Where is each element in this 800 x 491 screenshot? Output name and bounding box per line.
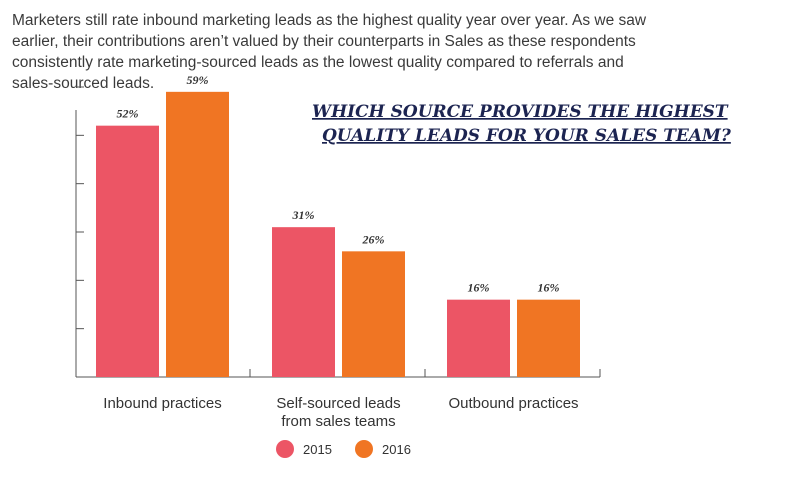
data-label: 16% bbox=[538, 281, 560, 295]
category-label: from sales teams bbox=[281, 413, 395, 430]
chart-title-line-1: WHICH SOURCE PROVIDES THE HIGHEST bbox=[312, 102, 729, 122]
bar-2015-2 bbox=[272, 227, 335, 377]
data-label: 31% bbox=[292, 208, 315, 222]
category-label: Inbound practices bbox=[103, 395, 221, 412]
category-label: Self-sourced leads bbox=[276, 395, 400, 412]
data-label: 26% bbox=[362, 232, 385, 246]
legend-label-2016: 2016 bbox=[382, 442, 411, 457]
legend-swatch-2015 bbox=[276, 440, 294, 458]
intro-paragraph: Marketers still rate inbound marketing l… bbox=[12, 12, 647, 92]
chart-title: WHICH SOURCE PROVIDES THE HIGHEST QUALITY… bbox=[312, 102, 732, 146]
data-label: 59% bbox=[187, 73, 209, 87]
chart-bars bbox=[96, 91, 580, 378]
chart-labels: 52% 59% Inbound practices 31% 26% Self-source… bbox=[103, 73, 578, 430]
chart-axes bbox=[75, 86, 601, 378]
data-label: 52% bbox=[117, 107, 139, 121]
bar-2015-3 bbox=[447, 299, 510, 377]
legend-swatch-2016 bbox=[355, 440, 373, 458]
chart-legend: 2015 2016 bbox=[276, 440, 411, 458]
bar-2016-3 bbox=[517, 299, 580, 377]
bar-2016-2 bbox=[342, 251, 405, 377]
data-label: 16% bbox=[468, 281, 490, 295]
chart-title-line-2: QUALITY LEADS FOR YOUR SALES TEAM? bbox=[322, 126, 732, 146]
bar-2015-1 bbox=[96, 125, 159, 378]
legend-label-2015: 2015 bbox=[303, 442, 332, 457]
bar-2016-1 bbox=[166, 91, 229, 377]
category-label: Outbound practices bbox=[448, 395, 578, 412]
